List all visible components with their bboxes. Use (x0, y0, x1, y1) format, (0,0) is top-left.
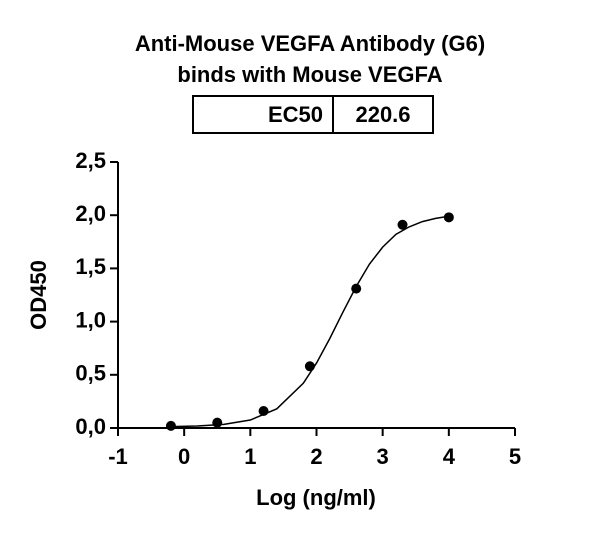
y-tick-label: 0,5 (75, 361, 106, 386)
data-point (212, 417, 223, 428)
data-point (397, 219, 408, 230)
chart-title: Anti-Mouse VEGFA Antibody (G6) (135, 31, 485, 56)
y-tick-label: 1,5 (75, 254, 106, 279)
y-axis-label: OD450 (26, 260, 51, 330)
x-tick-label: 5 (509, 444, 521, 469)
fit-curve (170, 215, 449, 428)
y-tick-label: 2,5 (75, 148, 106, 173)
x-tick-label: 3 (377, 444, 389, 469)
x-tick-label: 2 (310, 444, 322, 469)
x-axis-label: Log (ng/ml) (256, 485, 376, 510)
x-tick-label: 1 (244, 444, 256, 469)
ec50-label: EC50 (268, 102, 323, 127)
data-point (443, 212, 454, 223)
y-tick-label: 0,0 (75, 414, 106, 439)
x-tick-label: 4 (443, 444, 456, 469)
x-tick-label: 0 (178, 444, 190, 469)
y-tick-label: 2,0 (75, 201, 106, 226)
x-tick-label: -1 (108, 444, 128, 469)
ec50-box (192, 95, 434, 134)
chart-title: binds with Mouse VEGFA (177, 62, 442, 87)
y-tick-label: 1,0 (75, 307, 106, 332)
ec50-value: 220.6 (355, 102, 410, 127)
data-point (304, 361, 315, 372)
